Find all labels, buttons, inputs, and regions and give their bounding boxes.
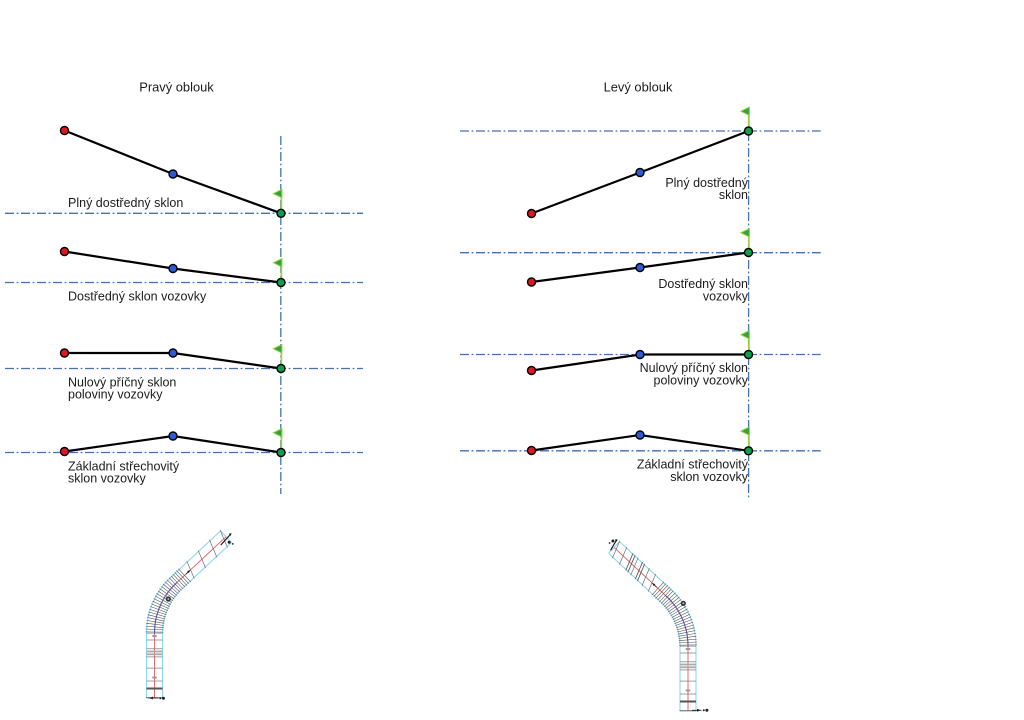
svg-text:Nulový příčný sklon: Nulový příčný sklon — [640, 361, 748, 375]
svg-text:Základní střechovitý: Základní střechovitý — [637, 458, 749, 472]
svg-text:vozovky: vozovky — [703, 289, 749, 303]
svg-text:sklon vozovky: sklon vozovky — [670, 470, 749, 484]
svg-text:sklon vozovky: sklon vozovky — [68, 472, 147, 486]
svg-text:Pravý oblouk: Pravý oblouk — [139, 80, 214, 95]
svg-text:Základní střechovitý: Základní střechovitý — [68, 459, 180, 473]
svg-text:sklon: sklon — [719, 188, 748, 202]
svg-text:Plný dostředný sklon: Plný dostředný sklon — [68, 196, 183, 210]
svg-text:Levý oblouk: Levý oblouk — [604, 80, 673, 95]
svg-text:Nulový příčný sklon: Nulový příčný sklon — [68, 375, 176, 389]
svg-text:Dostředný sklon: Dostředný sklon — [658, 277, 748, 291]
svg-text:Plný dostředný: Plný dostředný — [665, 176, 748, 190]
svg-text:Dostředný sklon vozovky: Dostředný sklon vozovky — [68, 290, 207, 304]
svg-text:poloviny vozovky: poloviny vozovky — [68, 388, 163, 402]
svg-text:poloviny vozovky: poloviny vozovky — [654, 373, 749, 387]
